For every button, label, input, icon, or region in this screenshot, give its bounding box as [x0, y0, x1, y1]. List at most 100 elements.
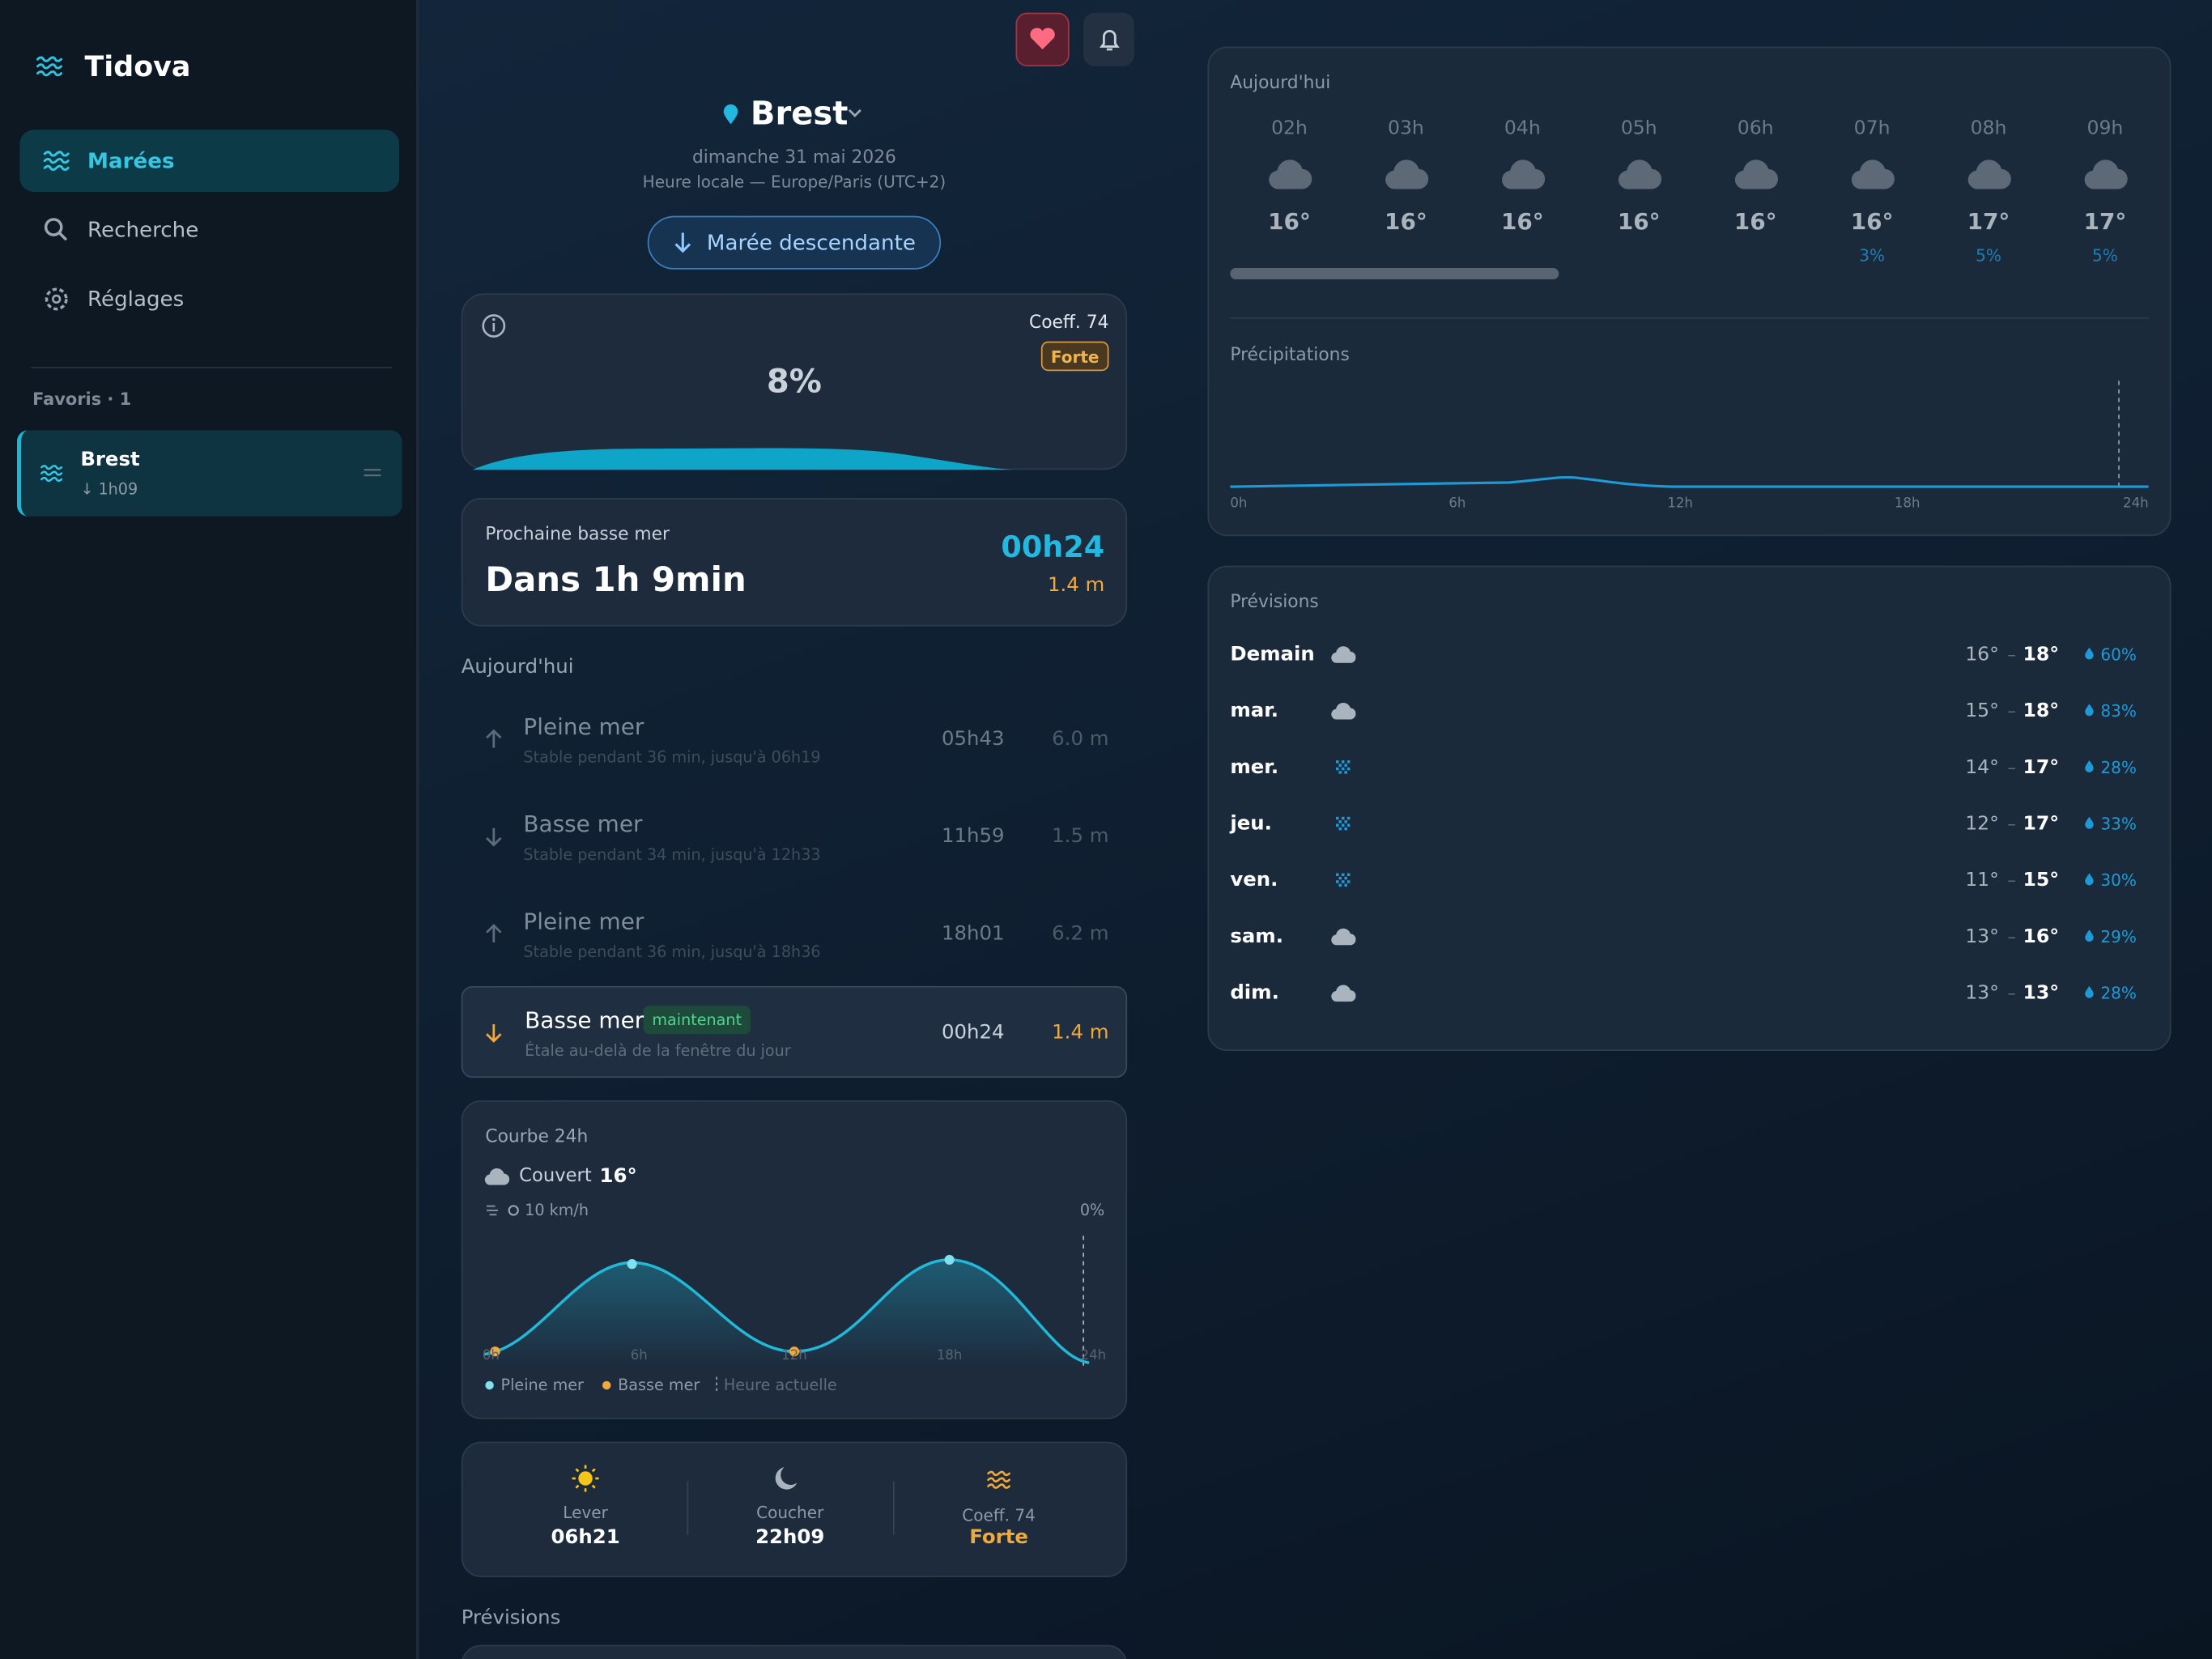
arrow-up-icon: [486, 924, 502, 942]
section-heading: Aujourd'hui: [461, 656, 574, 679]
sunrise-icon: [591, 1484, 596, 1489]
moon-icon: [775, 1467, 798, 1490]
event-row-current: [461, 985, 1128, 1078]
tide-area: [483, 1259, 1090, 1366]
bell-icon: [1099, 29, 1120, 51]
nav-item-active[interactable]: [19, 130, 400, 192]
event-type: Basse mer: [525, 1006, 644, 1034]
forecast-day: dim.: [1230, 981, 1279, 1005]
arrow-down-icon: [486, 1023, 502, 1043]
forecast-rain: 28%: [2100, 757, 2137, 778]
hour-rain: 3%: [1859, 245, 1885, 266]
location-date: dimanche 31 mai 2026: [691, 146, 896, 168]
event-time: 18h01: [941, 922, 1005, 946]
forecast-rain: 33%: [2100, 814, 2137, 834]
event-time: 11h59: [941, 825, 1005, 849]
rain-drop-icon: [2085, 873, 2094, 886]
x-tick-label: 0h: [482, 1347, 500, 1363]
now-badge: [643, 1006, 751, 1035]
event-note: Stable pendant 34 min, jusqu'à 12h33: [523, 845, 821, 865]
wind-direction-icon: [508, 1205, 519, 1216]
tide-point: [789, 1346, 800, 1357]
event-note: Stable pendant 36 min, jusqu'à 18h36: [523, 942, 821, 962]
favorite-name: Brest: [80, 449, 140, 471]
event-height: 6.0 m: [1052, 728, 1109, 751]
level-card: [461, 293, 1128, 470]
curve-card: [461, 1100, 1128, 1419]
event-type: Pleine mer: [523, 908, 644, 935]
arrow-down-icon: [674, 232, 691, 253]
legend-label: Basse mer: [618, 1376, 700, 1395]
rain-drop-icon: [2085, 704, 2094, 717]
precipitation-line: [1230, 475, 2149, 488]
sunrise-icon: [575, 1468, 580, 1473]
favorites-heading: Favoris · 1: [32, 389, 132, 410]
rain-drop-icon: [2085, 929, 2094, 942]
next-label: Prochaine basse mer: [485, 522, 670, 544]
x-tick-label: 12h: [1667, 496, 1693, 512]
forecast-rain: 29%: [2100, 926, 2137, 947]
forecast-separator: –: [2007, 757, 2016, 778]
hour-rain: 5%: [1976, 245, 2001, 266]
forecast-low: 13°: [1965, 925, 1999, 948]
forecast-high: 17°: [2023, 755, 2060, 779]
x-tick-label: 0h: [1230, 496, 1248, 512]
sun-value: 22h09: [755, 1526, 825, 1550]
notification-button[interactable]: [1083, 12, 1134, 66]
sun-label: Lever: [563, 1502, 608, 1522]
hour-label: 08h: [1970, 117, 2007, 140]
forecast-low: 14°: [1965, 755, 1999, 779]
level-percent: 8%: [766, 364, 822, 401]
sunrise-icon: [578, 1471, 593, 1486]
next-tide-card: [461, 498, 1128, 627]
nav-label: Recherche: [87, 217, 199, 243]
forecast-day: sam.: [1230, 925, 1283, 948]
x-tick-label: 24h: [1080, 1347, 1107, 1363]
hour-label: 04h: [1504, 117, 1541, 140]
wind-icon: [487, 1205, 499, 1216]
forecast-day: mar.: [1230, 700, 1279, 723]
forecast-separator: –: [2007, 983, 2016, 1003]
sun-value: 06h21: [551, 1526, 620, 1550]
coefficient-badge-label: Forte: [1050, 346, 1100, 367]
forecast-high: 13°: [2023, 981, 2060, 1005]
forecast-day: mer.: [1230, 755, 1279, 779]
forecast-day: jeu.: [1230, 812, 1272, 836]
favorite-card[interactable]: [16, 430, 402, 517]
x-tick-label: 18h: [936, 1347, 963, 1363]
rain-drop-icon: [2085, 985, 2094, 998]
forecast-high: 18°: [2023, 700, 2060, 723]
chevron-icon: [848, 108, 861, 117]
forecast-day: Demain: [1230, 643, 1315, 666]
divider: [687, 1481, 689, 1535]
divider: [31, 367, 393, 368]
hour-temp: 16°: [1268, 207, 1311, 236]
weather-temp: 16°: [599, 1165, 637, 1189]
legend-label: Heure actuelle: [723, 1376, 837, 1395]
arrow-up-icon: [486, 729, 502, 748]
x-tick-label: 18h: [1894, 496, 1921, 512]
forecast-rain: 60%: [2100, 644, 2137, 665]
sunrise-icon: [591, 1468, 596, 1473]
forecast-card: [1207, 565, 2172, 1052]
rain-drop-icon: [2085, 647, 2094, 660]
wind-label: 10 km/h: [525, 1201, 589, 1220]
weather-label: Couvert: [519, 1166, 592, 1188]
heart-icon: [1030, 28, 1055, 49]
hour-temp: 16°: [1617, 207, 1661, 236]
x-tick-label: 12h: [781, 1347, 807, 1363]
hour-temp: 16°: [1733, 207, 1777, 236]
event-time: 05h43: [941, 728, 1005, 751]
forecast-high: 15°: [2023, 869, 2060, 892]
event-note: Stable pendant 36 min, jusqu'à 06h19: [523, 748, 821, 767]
event-type: Pleine mer: [523, 713, 644, 740]
event-note: Étale au-delà de la fenêtre du jour: [525, 1041, 791, 1061]
hour-label: 03h: [1387, 117, 1424, 140]
forecast-low: 16°: [1965, 643, 1999, 666]
divider: [892, 1481, 895, 1535]
scrollbar: [1230, 268, 1559, 279]
event-height: 1.5 m: [1052, 825, 1109, 849]
info-icon: [492, 317, 496, 321]
location-name: Brest: [750, 96, 849, 133]
